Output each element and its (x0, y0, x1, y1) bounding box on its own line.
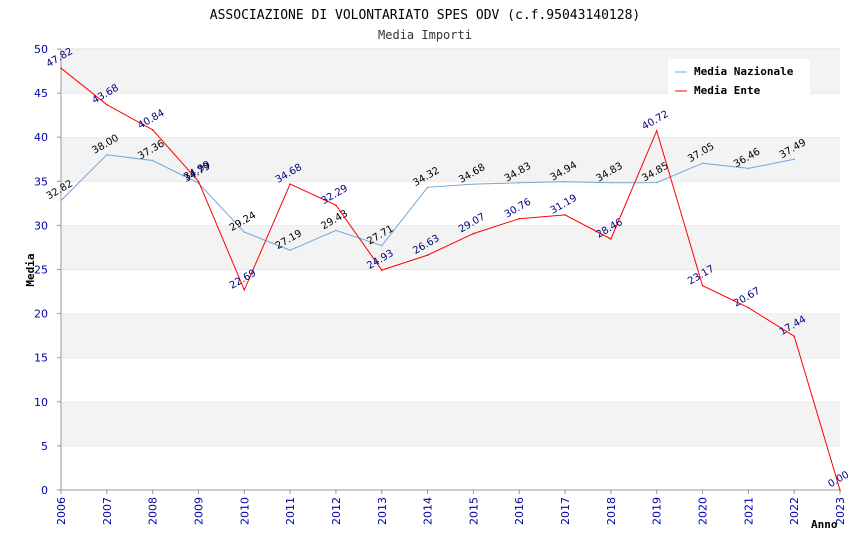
data-point (380, 269, 383, 271)
axes (57, 48, 841, 494)
x-tick-label: 2011 (284, 497, 297, 525)
series-lines (60, 67, 841, 491)
grid-band (61, 357, 840, 402)
series-line-ente (60, 67, 841, 491)
legend: Media Nazionale Media Ente (668, 59, 810, 99)
data-point (60, 67, 62, 70)
data-point (610, 238, 612, 240)
data-point (793, 158, 795, 161)
data-point (197, 180, 200, 183)
y-tick-label: 10 (34, 396, 48, 409)
y-tick-label: 5 (41, 440, 48, 453)
x-tick-label: 2018 (605, 497, 618, 525)
y-tick-label: 35 (34, 175, 48, 188)
data-point (426, 254, 429, 256)
data-point (60, 199, 62, 202)
data-point (839, 489, 841, 491)
grid-band (61, 181, 840, 226)
x-tick-label: 2010 (238, 497, 251, 525)
x-tick-label: 2013 (376, 497, 389, 525)
y-tick-label: 30 (34, 219, 48, 232)
x-tick-label: 2014 (422, 497, 435, 525)
x-tick-label: 2009 (192, 497, 205, 525)
data-point (655, 130, 658, 132)
chart-subtitle: Media Importi (378, 28, 472, 42)
data-point (380, 244, 383, 247)
x-tick-label: 2021 (742, 497, 755, 525)
data-point (747, 167, 750, 170)
data-point (151, 159, 154, 162)
x-tick-label: 2020 (697, 497, 710, 525)
data-point (564, 214, 566, 216)
y-tick-label: 25 (34, 264, 48, 277)
data-point (655, 181, 658, 184)
legend-label-nazionale: Media Nazionale (694, 65, 794, 78)
grid-band (61, 137, 840, 182)
legend-label-ente: Media Ente (694, 84, 761, 97)
y-tick-label: 20 (34, 308, 48, 321)
x-tick-labels: 2006 2007 2008 2009 2010 2011 2012 2013 2014 2015… (55, 497, 847, 525)
grid-band (61, 401, 840, 446)
grid-band (61, 225, 840, 270)
data-point (335, 229, 337, 232)
y-tick-labels: 0 5 10 15 20 25 30 35 40 45 50 (34, 43, 48, 497)
grid-bands (61, 48, 840, 490)
x-tick-label: 2016 (513, 497, 526, 525)
y-tick-label: 0 (41, 484, 48, 497)
x-tick-label: 2012 (330, 497, 343, 525)
data-point (472, 232, 475, 235)
grid-band (61, 313, 840, 358)
grid-band (61, 269, 840, 314)
chart-title: ASSOCIAZIONE DI VOLONTARIATO SPES ODV (c… (210, 8, 640, 23)
legend-box (668, 59, 810, 99)
x-axis-label: Anno (811, 518, 838, 531)
data-point (106, 154, 108, 156)
data-point (106, 103, 108, 106)
x-tick-label: 2008 (147, 497, 160, 525)
x-tick-label: 2017 (559, 497, 572, 525)
y-axis-label: Media (24, 253, 37, 286)
data-point (701, 162, 704, 165)
data-point (747, 306, 750, 309)
data-point (701, 284, 704, 287)
x-tick-label: 2015 (467, 497, 480, 525)
x-tick-label: 2007 (101, 497, 114, 525)
data-point (518, 181, 521, 184)
data-point (793, 335, 795, 337)
data-point (243, 231, 246, 233)
y-tick-label: 15 (34, 352, 48, 365)
data-point (610, 181, 612, 184)
x-tick-label: 2019 (651, 497, 664, 525)
data-point (151, 128, 154, 131)
grid-band (61, 445, 840, 490)
x-tick-label: 2022 (788, 497, 801, 525)
data-point (243, 289, 246, 291)
data-point (518, 217, 521, 220)
data-point (426, 186, 429, 189)
data-point (335, 204, 337, 207)
data-point (564, 181, 566, 183)
y-tick-label: 45 (34, 87, 48, 100)
data-point (289, 183, 291, 185)
grid-band (61, 93, 840, 138)
y-tick-label: 40 (34, 131, 48, 144)
data-point (472, 183, 475, 185)
y-tick-label: 50 (34, 43, 48, 56)
x-tick-label: 2023 (834, 497, 847, 525)
x-tick-label: 2006 (55, 497, 68, 525)
data-point (289, 249, 291, 251)
